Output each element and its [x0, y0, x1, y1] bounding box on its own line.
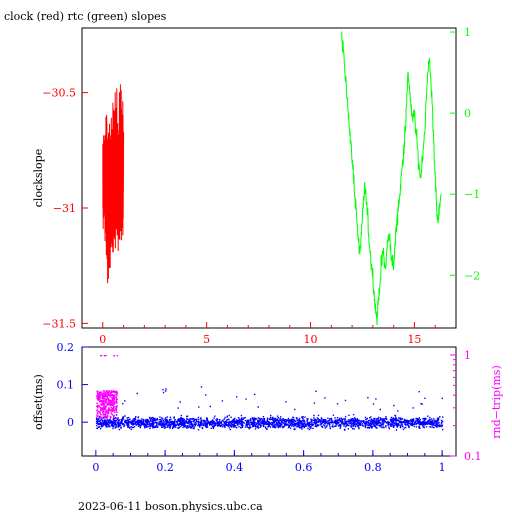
top-panel: −30.5−31−31.5 10−1−2 0 5 10 15 clockslope: [32, 26, 480, 346]
top-left-tick-label: −30.5: [42, 87, 76, 100]
bottom-x-tick-label: 0.6: [295, 461, 313, 474]
chart-title: clock (red) rtc (green) slopes: [4, 10, 167, 23]
footer-text: 2023-06-11 boson.physics.ubc.ca: [78, 500, 263, 512]
top-x-tick-label: 5: [203, 333, 210, 346]
red-series-line: [102, 84, 125, 284]
top-right-axis: 1 0 −1 −2: [450, 26, 480, 282]
top-right-tick-label: 0: [464, 107, 471, 120]
bottom-series-group: [95, 355, 444, 431]
green-series-line: [341, 31, 442, 326]
top-y-axis-label: clockslope: [32, 149, 45, 207]
bottom-left-tick-label: 0: [67, 416, 74, 429]
top-x-tick-label: 15: [407, 333, 421, 346]
bottom-right-axis: 10.1: [450, 349, 482, 463]
bottom-x-tick-label: 0.8: [364, 461, 382, 474]
top-right-tick-label: −1: [464, 188, 480, 201]
top-left-tick-label: −31: [53, 202, 76, 215]
top-right-tick-label: −2: [464, 269, 480, 282]
top-plot-frame: [81, 27, 457, 329]
bottom-left-axis: 0.2 0.1 0: [57, 341, 88, 429]
bottom-right-axis-label: rnd−trip(ms): [490, 365, 503, 439]
top-x-axis: 0 5 10 15: [99, 322, 436, 346]
bottom-x-tick-label: 0.2: [156, 461, 174, 474]
top-left-tick-label: −31.5: [42, 317, 76, 330]
bottom-y-axis-label: offset(ms): [32, 374, 45, 430]
bottom-x-tick-label: 0.4: [226, 461, 244, 474]
top-left-axis: −30.5 −31 −31.5: [42, 87, 88, 330]
bottom-plot-frame: [81, 346, 457, 457]
top-x-tick-label: 0: [99, 333, 106, 346]
top-series-group: [102, 31, 442, 326]
bottom-x-axis: 0 0.2 0.4 0.6 0.8 1: [92, 450, 446, 474]
bottom-left-tick-label: 0.2: [57, 341, 75, 354]
rndtrip-scatter-points: [96, 355, 118, 419]
bottom-left-tick-label: 0.1: [57, 379, 75, 392]
bottom-right-tick-label: 1: [464, 349, 471, 362]
offset-scatter-points: [95, 386, 444, 431]
bottom-x-tick-label: 1: [439, 461, 446, 474]
bottom-right-tick-label: 0.1: [464, 450, 482, 463]
top-x-tick-label: 10: [304, 333, 318, 346]
top-right-tick-label: 1: [464, 26, 471, 39]
bottom-panel: 0.20.10 10.1 0 0.2 0.4 0.6 0.8 1 offset(ms) r…: [32, 341, 503, 474]
bottom-x-tick-label: 0: [92, 461, 99, 474]
